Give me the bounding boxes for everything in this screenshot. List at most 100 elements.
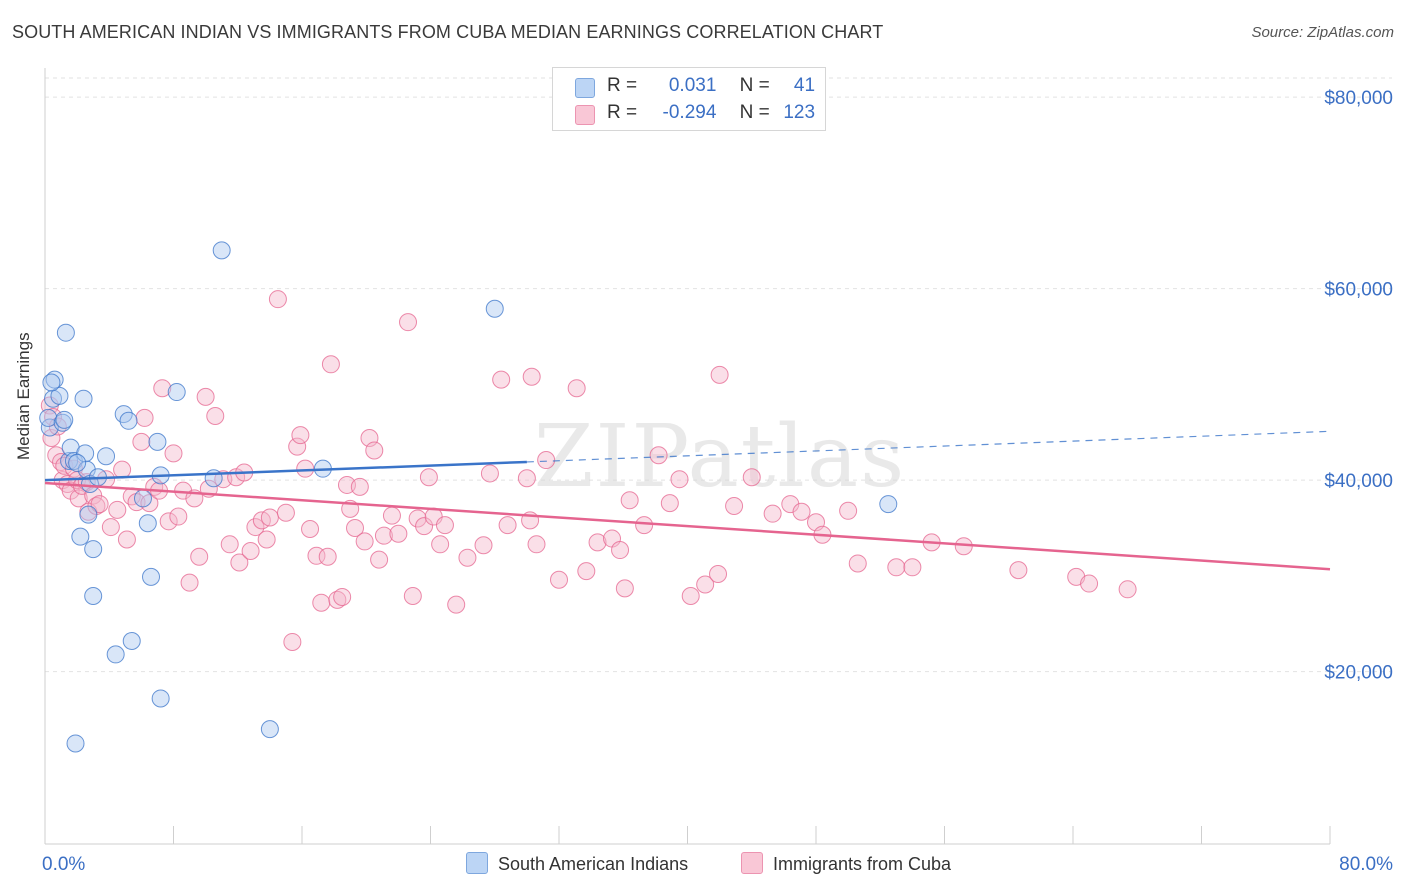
- cuba-point: [260, 508, 279, 527]
- cuba-point: [132, 432, 151, 451]
- cuba-point: [389, 524, 408, 543]
- south-american-indian-point: [71, 527, 90, 546]
- south-american-indian-point: [42, 373, 61, 392]
- cuba-point: [312, 593, 331, 612]
- cuba-point: [649, 446, 668, 465]
- r-label: R =: [607, 102, 638, 123]
- pink-trend-line: [44, 481, 1331, 571]
- n-label: N =: [739, 75, 770, 96]
- cuba-point: [742, 468, 761, 487]
- south-american-indian-point: [84, 540, 103, 559]
- blue-swatch: [466, 852, 488, 874]
- cuba-point: [480, 464, 499, 483]
- n-label: N =: [739, 102, 770, 123]
- cuba-point: [374, 526, 393, 545]
- cuba-point: [696, 575, 715, 594]
- watermark: ZIPatlas: [534, 407, 906, 507]
- cuba-point: [399, 313, 418, 332]
- trend-lines: [44, 430, 1331, 571]
- cuba-point: [283, 632, 302, 651]
- y-tick-labels: $20,000 $40,000 $60,000 $80,000: [1324, 88, 1393, 684]
- south-american-indian-point: [79, 505, 98, 524]
- south-american-indian-point: [74, 389, 93, 408]
- cuba-point: [190, 547, 209, 566]
- cuba-point: [153, 379, 172, 398]
- cuba-point: [268, 290, 287, 309]
- cuba-point: [447, 595, 466, 614]
- cuba-point: [321, 355, 340, 374]
- x-tick-label-max: 80.0%: [1339, 854, 1393, 875]
- cuba-point: [370, 550, 389, 569]
- south-american-indian-point: [879, 495, 898, 514]
- correlation-legend: R = 0.031 N = 41 R = -0.294 N = 123: [552, 67, 826, 131]
- cuba-point: [763, 504, 782, 523]
- south-american-indian-point: [56, 323, 75, 342]
- cuba-point: [196, 387, 215, 406]
- cuba-point: [419, 468, 438, 487]
- bottom-legend-south-american-indians: South American Indians: [466, 852, 688, 875]
- cuba-point: [522, 367, 541, 386]
- r-value-pink: -0.294: [662, 102, 717, 123]
- cuba-point: [257, 530, 276, 549]
- south-american-indian-point: [485, 299, 504, 318]
- south-american-indian-point: [45, 370, 64, 389]
- cuba-point: [135, 408, 154, 427]
- cuba-point: [635, 516, 654, 535]
- bottom-legend-label: South American Indians: [498, 854, 689, 874]
- south-american-indian-point: [167, 383, 186, 402]
- cuba-point: [169, 507, 188, 526]
- cuba-point: [792, 502, 811, 521]
- cuba-point: [567, 379, 586, 398]
- y-tick-label: $80,000: [1324, 88, 1393, 109]
- cuba-point: [415, 517, 434, 536]
- cuba-point: [1009, 561, 1028, 580]
- cuba-point: [710, 365, 729, 384]
- cuba-point: [346, 519, 365, 538]
- cuba-point: [588, 533, 607, 552]
- south-american-indian-point: [50, 386, 69, 405]
- south-american-indian-point: [260, 720, 279, 739]
- south-american-indian-point: [68, 453, 87, 472]
- cuba-point: [365, 441, 384, 460]
- cuba-point: [474, 536, 493, 555]
- south-american-indian-point: [66, 734, 85, 753]
- cuba-point: [527, 535, 546, 554]
- cuba-point: [498, 516, 517, 535]
- cuba-point: [1080, 574, 1099, 593]
- source-label: Source: ZipAtlas.com: [1251, 24, 1394, 41]
- x-tick-labels: 0.0% 80.0%: [42, 854, 1393, 875]
- cuba-point: [458, 548, 477, 567]
- r-value-blue: 0.031: [668, 75, 717, 96]
- cuba-point: [615, 579, 634, 598]
- cuba-point: [839, 501, 858, 520]
- south-american-indian-point: [106, 645, 125, 664]
- y-tick-label: $60,000: [1324, 280, 1393, 301]
- cuba-point: [1118, 580, 1137, 599]
- south-american-indian-point: [39, 408, 58, 427]
- cuba-point: [246, 518, 265, 537]
- cuba-point: [113, 460, 132, 479]
- cuba-point: [318, 547, 337, 566]
- cuba-point: [620, 491, 639, 510]
- cuba-point: [709, 564, 728, 583]
- n-value-pink: 123: [783, 102, 816, 123]
- cuba-point: [848, 554, 867, 573]
- south-american-indian-point: [138, 514, 157, 533]
- south-american-indian-point: [122, 632, 141, 651]
- cuba-point: [288, 437, 307, 456]
- y-axis-label: Median Earnings: [14, 332, 33, 460]
- cuba-point: [431, 535, 450, 554]
- cuba-point: [206, 406, 225, 425]
- r-label: R =: [607, 75, 638, 96]
- south-american-indian-point: [84, 587, 103, 606]
- pink-swatch: [741, 852, 763, 874]
- cuba-point: [725, 497, 744, 516]
- south-american-indian-point: [212, 241, 231, 260]
- cuba-point: [408, 509, 427, 528]
- cuba-point: [101, 518, 120, 537]
- cuba-point: [328, 590, 347, 609]
- cuba-point: [164, 444, 183, 463]
- axes: [44, 68, 1331, 845]
- cuba-point: [108, 500, 127, 519]
